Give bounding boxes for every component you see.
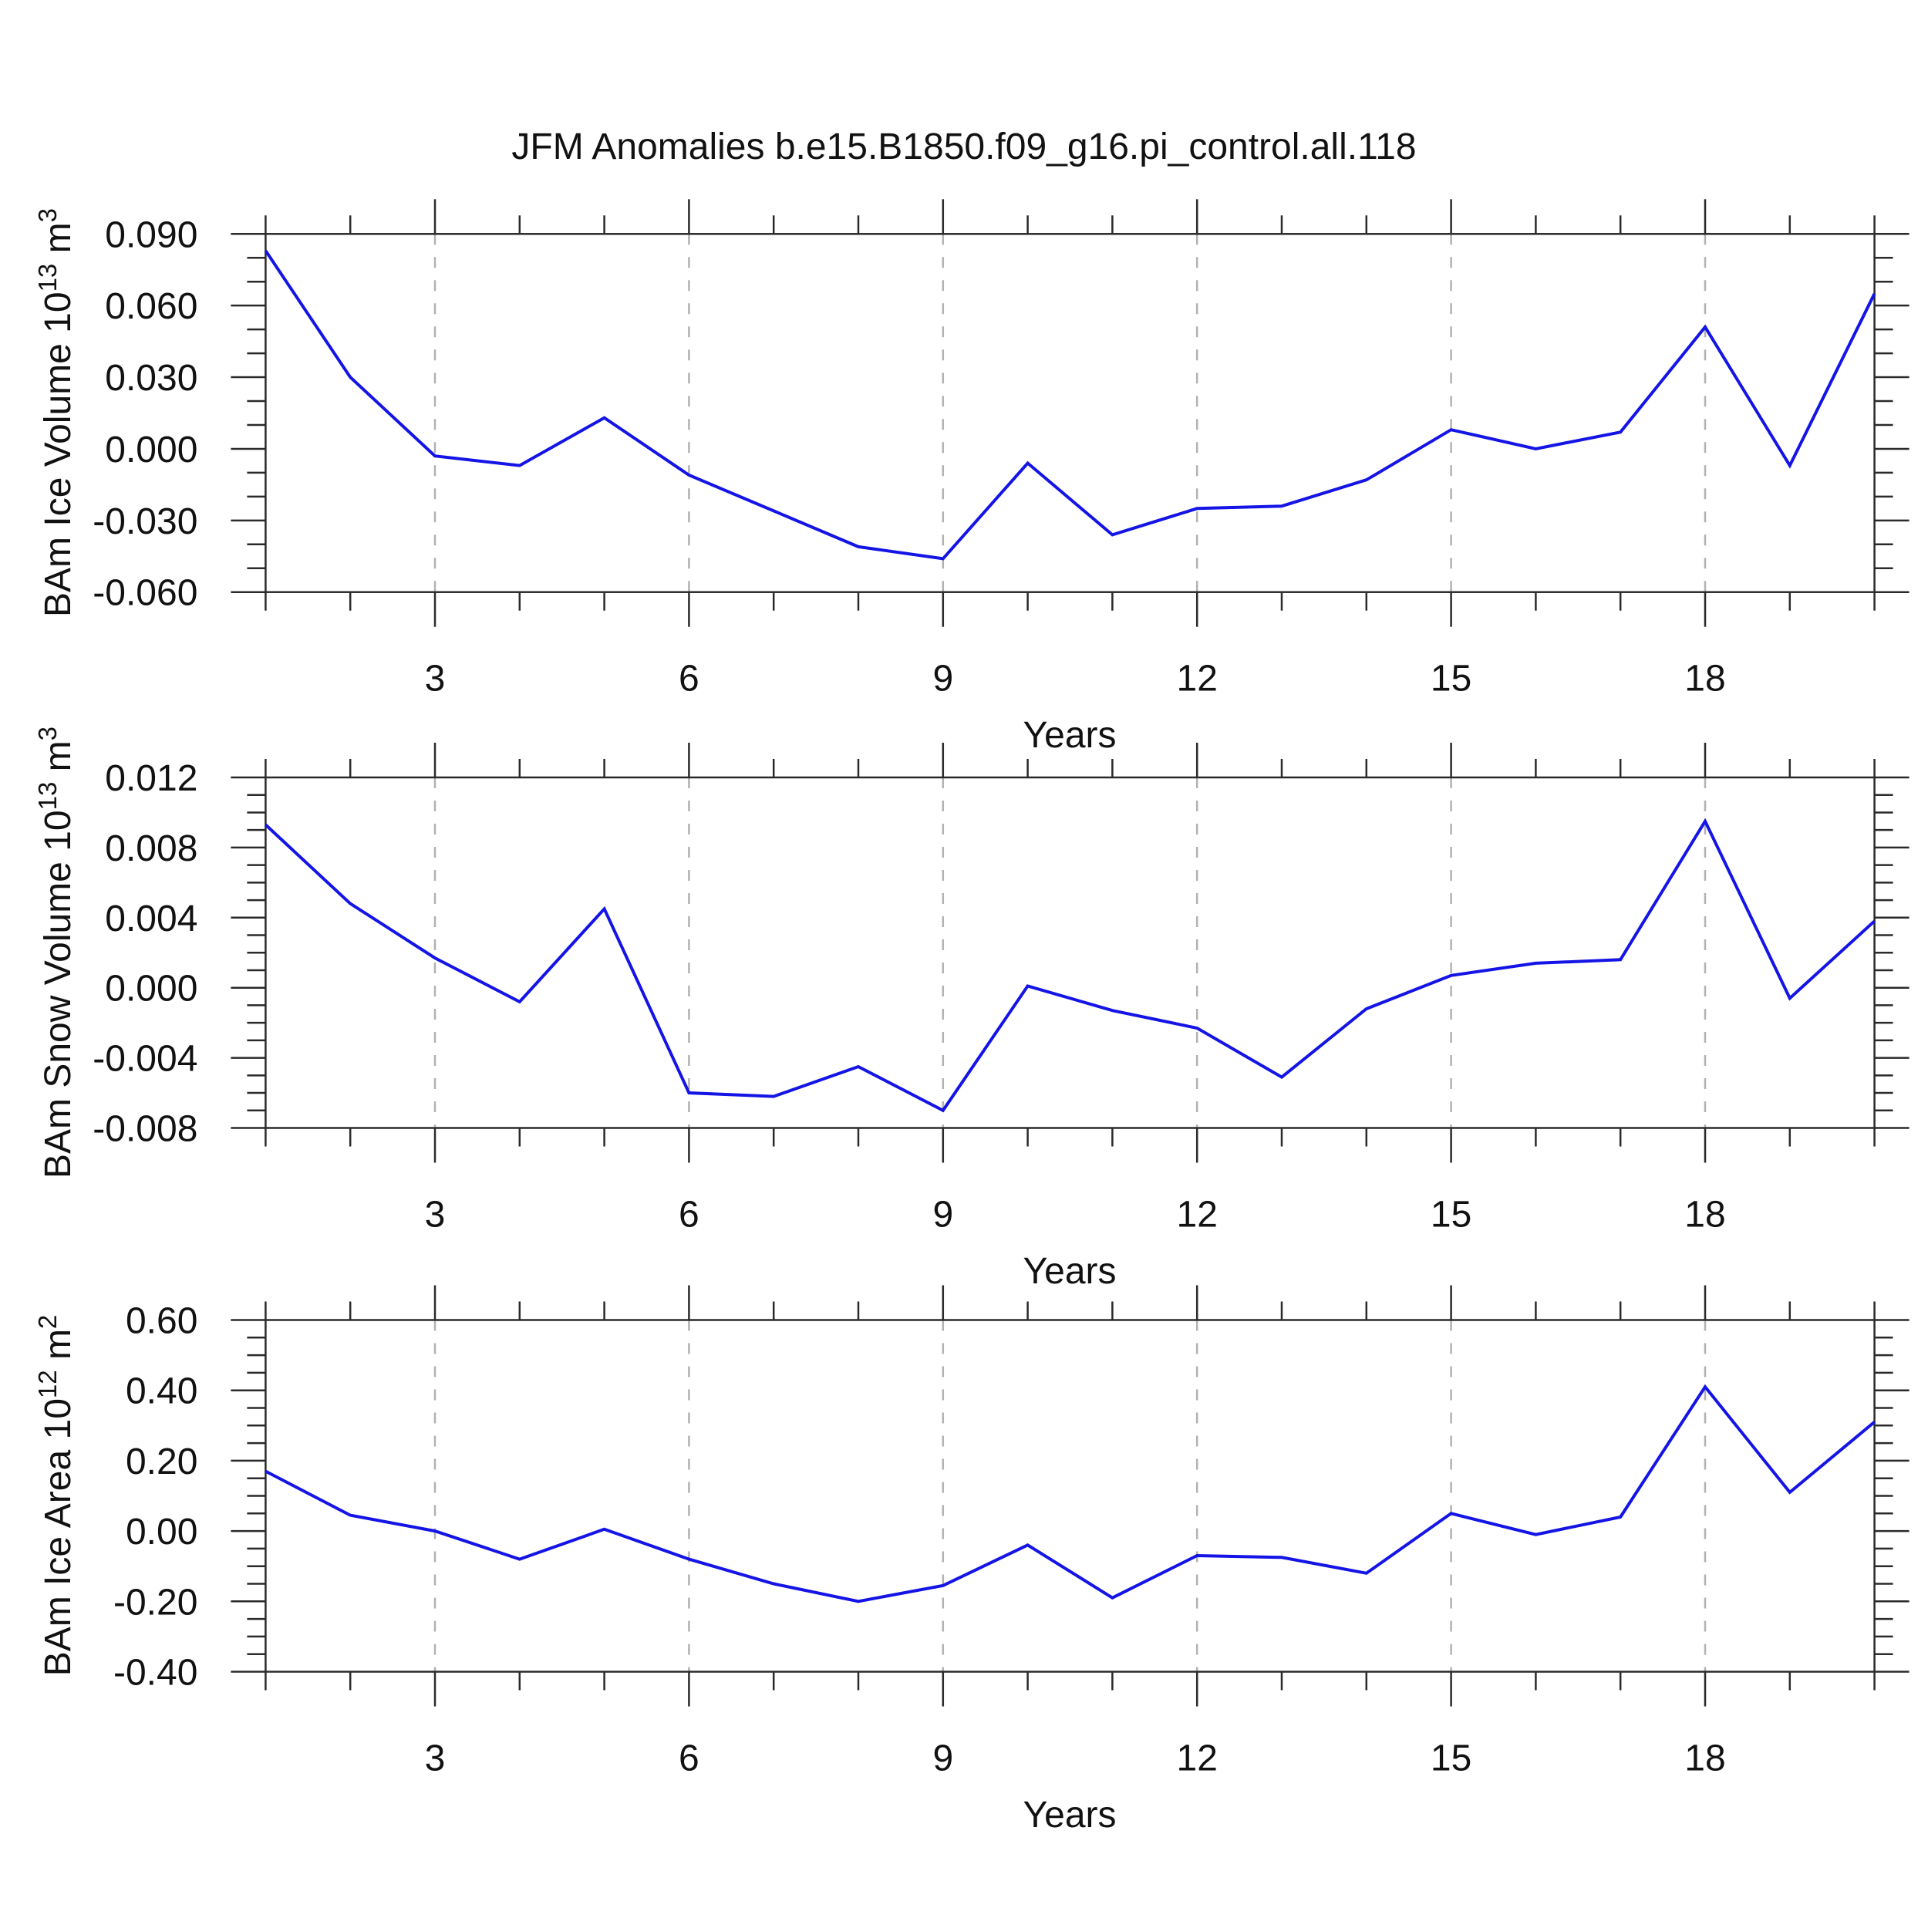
x-tick-label: 18 (1684, 1738, 1725, 1779)
y-tick-label: -0.004 (93, 1039, 197, 1080)
x-tick-label: 15 (1431, 1195, 1471, 1236)
y-axis-title-unit: m (38, 740, 79, 782)
x-tick-label: 12 (1177, 659, 1218, 700)
y-tick-label: 0.20 (126, 1441, 197, 1482)
series-line-ice-volume (264, 249, 1876, 561)
x-tick-label: 6 (679, 659, 699, 700)
unit-superscript: 3 (32, 208, 62, 223)
x-tick-label: 12 (1177, 1195, 1218, 1236)
y-tick-label: 0.008 (105, 828, 197, 869)
series-line-ice-area (265, 1384, 1876, 1603)
y-tick-label: -0.060 (93, 573, 197, 614)
y-axis-title-snow-volume: BAm Snow Volume 1013 m3 (33, 727, 79, 1178)
y-tick-label: -0.20 (113, 1582, 197, 1623)
x-tick-label: 3 (425, 1195, 446, 1236)
y-tick-label: 0.030 (105, 358, 197, 399)
y-tick-label: 0.090 (105, 214, 197, 255)
x-tick-label: 12 (1177, 1738, 1218, 1779)
y-axis-title-unit: m (38, 1329, 79, 1371)
y-tick-label: 0.60 (126, 1301, 197, 1342)
y-axis-title-text: BAm Ice Volume 10 (38, 292, 79, 617)
exponent-superscript: 13 (32, 781, 62, 811)
x-tick-label: 9 (932, 1738, 953, 1779)
x-tick-label: 18 (1684, 1195, 1725, 1236)
x-tick-label: 9 (932, 659, 953, 700)
unit-superscript: 2 (32, 1314, 62, 1330)
y-tick-label: -0.030 (93, 501, 197, 542)
y-axis-title-unit: m (38, 222, 79, 264)
x-tick-label: 6 (679, 1195, 699, 1236)
y-axis-title-ice-volume: BAm Ice Volume 1013 m3 (33, 208, 79, 617)
x-axis-title: Years (1023, 715, 1117, 756)
y-tick-label: 0.000 (105, 969, 197, 1010)
y-axis-title-ice-area: BAm Ice Area 1012 m2 (33, 1315, 79, 1677)
exponent-superscript: 13 (32, 263, 62, 292)
unit-superscript: 3 (32, 727, 62, 741)
series-line-snow-volume (265, 818, 1876, 1113)
x-tick-label: 9 (932, 1195, 953, 1236)
y-axis-title-text: BAm Ice Area 10 (38, 1398, 79, 1677)
y-tick-label: 0.060 (105, 286, 197, 327)
y-tick-label: -0.40 (113, 1653, 197, 1694)
x-tick-label: 6 (679, 1738, 699, 1779)
y-tick-label: -0.008 (93, 1109, 197, 1150)
x-tick-label: 15 (1431, 1738, 1471, 1779)
x-tick-label: 18 (1684, 659, 1725, 700)
y-tick-label: 0.40 (126, 1371, 197, 1412)
x-tick-label: 3 (425, 659, 446, 700)
y-tick-label: 0.00 (126, 1512, 197, 1553)
x-axis-title: Years (1023, 1795, 1117, 1836)
page-title: JFM Anomalies b.e15.B1850.f09_g16.pi_con… (511, 126, 1417, 167)
y-axis-title-text: BAm Snow Volume 10 (38, 810, 79, 1178)
y-tick-label: 0.000 (105, 430, 197, 470)
y-tick-label: 0.012 (105, 758, 197, 799)
x-tick-label: 15 (1431, 659, 1471, 700)
plot-frame (265, 233, 1876, 593)
exponent-superscript: 12 (32, 1370, 62, 1399)
y-tick-label: 0.004 (105, 899, 197, 939)
plot-frame (265, 1319, 1876, 1673)
plot-frame (265, 776, 1876, 1129)
x-axis-title: Years (1023, 1251, 1117, 1292)
x-tick-label: 3 (425, 1738, 446, 1779)
